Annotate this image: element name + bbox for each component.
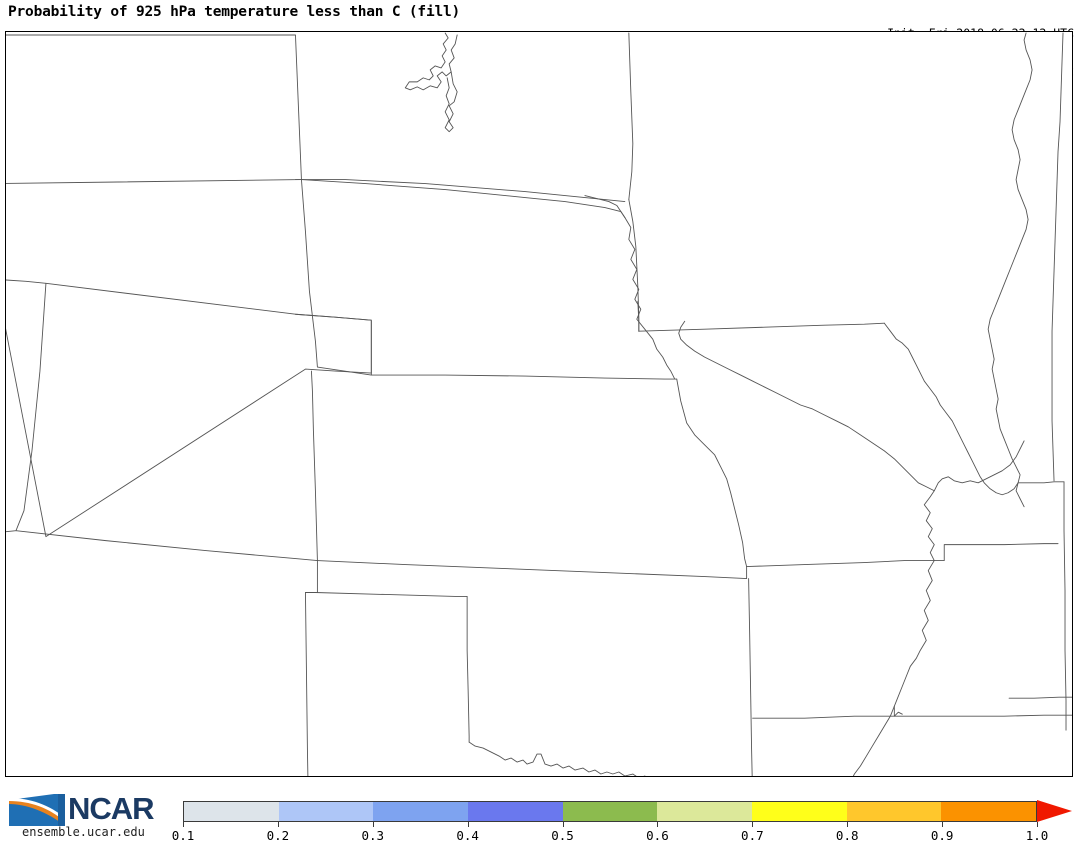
state-border-nd-sd	[295, 179, 626, 202]
colorbar: 0.1 0.2 0.3 0.4 0.5 0.6 0.7 0.8 0.9 1.0	[0, 792, 1080, 843]
colorbar-segment-7	[846, 802, 942, 821]
colorbar-tick-3	[467, 822, 469, 827]
colorbar-segment-0	[184, 802, 279, 821]
state-border-sd-mn	[628, 199, 640, 332]
colorbar-segment-2	[373, 802, 469, 821]
state-border-co-west	[6, 282, 47, 533]
river-missouri-ne-ia-border	[624, 217, 676, 380]
colorbar-segment-4	[562, 802, 658, 821]
state-border-ky-tn	[1008, 696, 1072, 699]
state-border-il-ky	[1015, 482, 1025, 508]
state-border-mo-ia	[746, 543, 1059, 568]
river-missouri-lake-oahe	[404, 32, 458, 91]
state-border-ok-panhandle-west	[304, 592, 309, 776]
state-border-kansas-east	[676, 378, 748, 568]
state-border-ok-ar	[748, 578, 753, 776]
state-border-ar-east	[893, 711, 903, 717]
state-border-ar-ms-tn	[893, 714, 1072, 717]
river-missouri-lower-sd	[444, 71, 458, 133]
colorbar-segment-8	[941, 802, 1037, 821]
colorbar-tick-9	[1037, 822, 1038, 827]
lake-michigan-shore	[1051, 32, 1064, 482]
colorbar-tick-label-8: 0.9	[930, 828, 954, 843]
state-border-ne-ks	[370, 374, 678, 380]
ncar-logo[interactable]: NCAR ensemble.ucar.edu	[6, 791, 176, 840]
ncar-url: ensemble.ucar.edu	[22, 825, 145, 839]
colorbar-tick-label-0: 0.1	[171, 828, 195, 843]
colorbar-segment-3	[468, 802, 563, 821]
river-mississippi-ia-il-border	[883, 322, 1019, 496]
ncar-logo-mark	[9, 794, 65, 826]
state-border-wyoming	[6, 34, 302, 184]
colorbar-tick-label-5: 0.6	[646, 828, 669, 843]
colorbar-tick-label-1: 0.2	[266, 828, 290, 843]
state-border-ok-panhandle-east	[466, 596, 470, 743]
colorbar-segment-5	[657, 802, 753, 821]
colorbar-tick-1	[277, 822, 279, 827]
state-border-ok-panhandle	[304, 592, 468, 597]
colorbar-tick-4	[562, 822, 564, 827]
colorbar-segment-6	[752, 802, 847, 821]
colorbar-tick-label-9: 1.0	[1025, 828, 1049, 843]
colorbar-overflow-arrow	[1037, 800, 1072, 822]
state-border-ks-ok	[316, 560, 748, 579]
state-border-mn-wi	[987, 32, 1033, 484]
colorbar-tick-label-3: 0.4	[456, 828, 479, 843]
ncar-wordmark: NCAR	[68, 791, 155, 826]
state-border-ne-co	[300, 179, 372, 376]
colorbar-tick-7	[847, 822, 849, 827]
colorbar-tick-0	[183, 822, 184, 827]
colorbar-tick-label-2: 0.3	[361, 828, 385, 843]
colorbar-tick-label-4: 0.5	[551, 828, 574, 843]
state-border-colorado	[6, 279, 372, 538]
state-border-nd-mn	[628, 32, 634, 200]
state-border-sd-ne	[300, 179, 626, 218]
colorbar-segment-1	[278, 802, 374, 821]
state-border-wi-il	[1017, 481, 1065, 484]
state-border-co-south	[15, 530, 318, 562]
state-border-ks-co-vertical	[310, 370, 318, 562]
state-border-ia-mn	[638, 322, 885, 332]
river-mississippi-south	[852, 560, 935, 776]
page-title: Probability of 925 hPa temperature less …	[8, 4, 461, 20]
colorbar-tick-8	[942, 822, 944, 827]
colorbar-tick-6	[752, 822, 754, 827]
state-border-mo-ar	[752, 705, 895, 719]
river-missouri-upper-ne	[584, 195, 626, 218]
colorbar-gradient	[183, 801, 1037, 822]
colorbar-tick-2	[372, 822, 374, 827]
river-mississippi-mo-il-border	[923, 440, 1025, 562]
river-missouri-confluence	[678, 320, 935, 492]
state-border-il-in	[1063, 481, 1067, 731]
state-border-mn-sd-corner	[637, 300, 640, 332]
colorbar-tick-label-6: 0.7	[741, 828, 764, 843]
colorbar-tick-label-7: 0.8	[835, 828, 859, 843]
map-plot-area[interactable]	[5, 31, 1073, 777]
river-red-ok-tx-border	[468, 741, 646, 776]
state-boundaries-map	[6, 32, 1072, 776]
colorbar-tick-5	[657, 822, 659, 827]
